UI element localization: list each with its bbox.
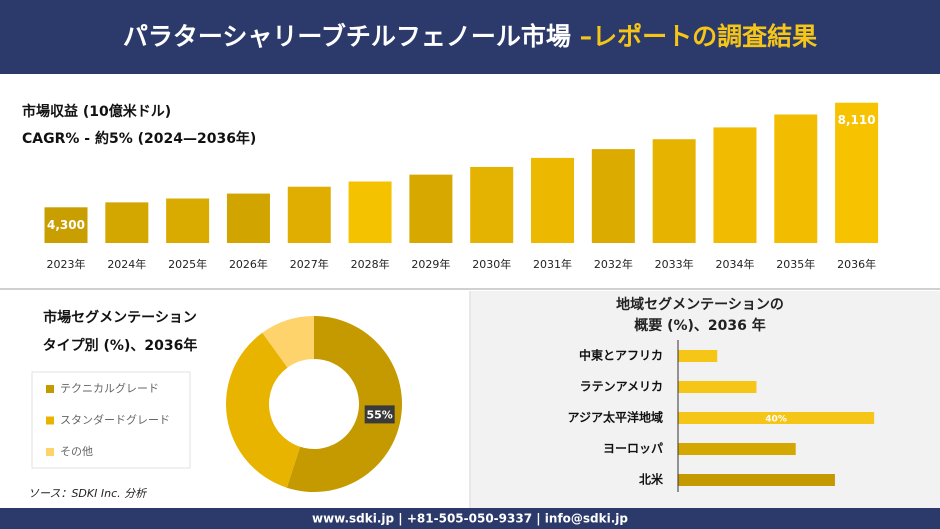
footer-bar xyxy=(0,508,940,529)
header-bar xyxy=(0,0,940,74)
x-tick-label: 2027年 xyxy=(290,257,329,271)
x-tick-label: 2035年 xyxy=(776,257,815,271)
bar xyxy=(678,443,796,455)
bar-subtitle: CAGR% - 約5% (2024—2036年) xyxy=(22,130,256,147)
donut-slice xyxy=(286,316,403,492)
title-highlight: –レポートの調査結果 xyxy=(580,22,818,51)
bar xyxy=(531,157,575,243)
y-tick-label: ヨーロッパ xyxy=(603,442,663,456)
bar xyxy=(226,193,270,243)
bar xyxy=(591,149,635,243)
title-main: パラターシャリーブチルフェノール市場 xyxy=(123,22,580,51)
donut-slice xyxy=(262,316,314,368)
value-label: 40% xyxy=(765,415,787,425)
donut-slice xyxy=(226,332,301,488)
value-label-box xyxy=(364,405,395,424)
value-label: 4,300 xyxy=(47,218,85,232)
bar xyxy=(774,114,818,243)
legend-swatch xyxy=(46,448,54,456)
legend-box xyxy=(31,371,191,469)
y-tick-label: アジア太平洋地域 xyxy=(567,410,663,425)
bar xyxy=(166,198,210,243)
y-tick-label: 北米 xyxy=(639,472,664,487)
x-tick-label: 2024年 xyxy=(107,257,146,271)
value-label: 55% xyxy=(367,408,393,421)
bar xyxy=(348,181,392,243)
bar xyxy=(678,412,875,424)
footer-contact: www.sdki.jp | +81-505-050-9337 | info@sd… xyxy=(312,512,628,526)
legend-label: その他 xyxy=(60,445,93,458)
bar xyxy=(105,202,149,243)
donut-subtitle: タイプ別 (%)、2036年 xyxy=(43,337,198,354)
bar xyxy=(652,139,696,243)
bar xyxy=(835,102,879,243)
bar xyxy=(470,166,514,243)
bar xyxy=(678,381,757,393)
x-tick-label: 2036年 xyxy=(837,257,876,271)
legend-label: スタンダードグレード xyxy=(60,413,170,427)
bar xyxy=(287,186,331,243)
bar xyxy=(713,127,757,243)
x-tick-label: 2032年 xyxy=(594,257,633,271)
x-tick-label: 2026年 xyxy=(229,257,268,271)
x-tick-label: 2023年 xyxy=(47,257,86,271)
header-title: パラターシャリーブチルフェノール市場 –レポートの調査結果 xyxy=(123,22,817,51)
source-note: ソース：SDKI Inc. 分析 xyxy=(28,487,148,500)
bar xyxy=(678,474,835,486)
x-tick-label: 2031年 xyxy=(533,257,572,271)
x-tick-label: 2028年 xyxy=(351,257,390,271)
bar xyxy=(44,207,88,243)
x-tick-label: 2029年 xyxy=(411,257,450,271)
bar xyxy=(409,174,453,243)
region-panel xyxy=(471,291,940,508)
y-tick-label: ラテンアメリカ xyxy=(580,380,663,394)
legend-swatch xyxy=(46,416,54,425)
bar xyxy=(678,350,718,362)
x-tick-label: 2030年 xyxy=(472,257,511,271)
value-label: 8,110 xyxy=(838,113,876,127)
bar-title: 市場収益 (10億米ドル) xyxy=(22,103,171,120)
x-tick-label: 2033年 xyxy=(655,257,694,271)
hbar-subtitle: 概要 (%)、2036 年 xyxy=(634,317,766,334)
hbar-title: 地域セグメンテーションの xyxy=(616,296,784,313)
y-tick-label: 中東とアフリカ xyxy=(579,348,663,363)
donut-title: 市場セグメンテーション xyxy=(43,309,197,326)
legend-label: テクニカルグレード xyxy=(60,381,159,395)
legend-swatch xyxy=(46,385,54,393)
x-tick-label: 2025年 xyxy=(168,257,207,271)
x-tick-label: 2034年 xyxy=(715,257,754,271)
